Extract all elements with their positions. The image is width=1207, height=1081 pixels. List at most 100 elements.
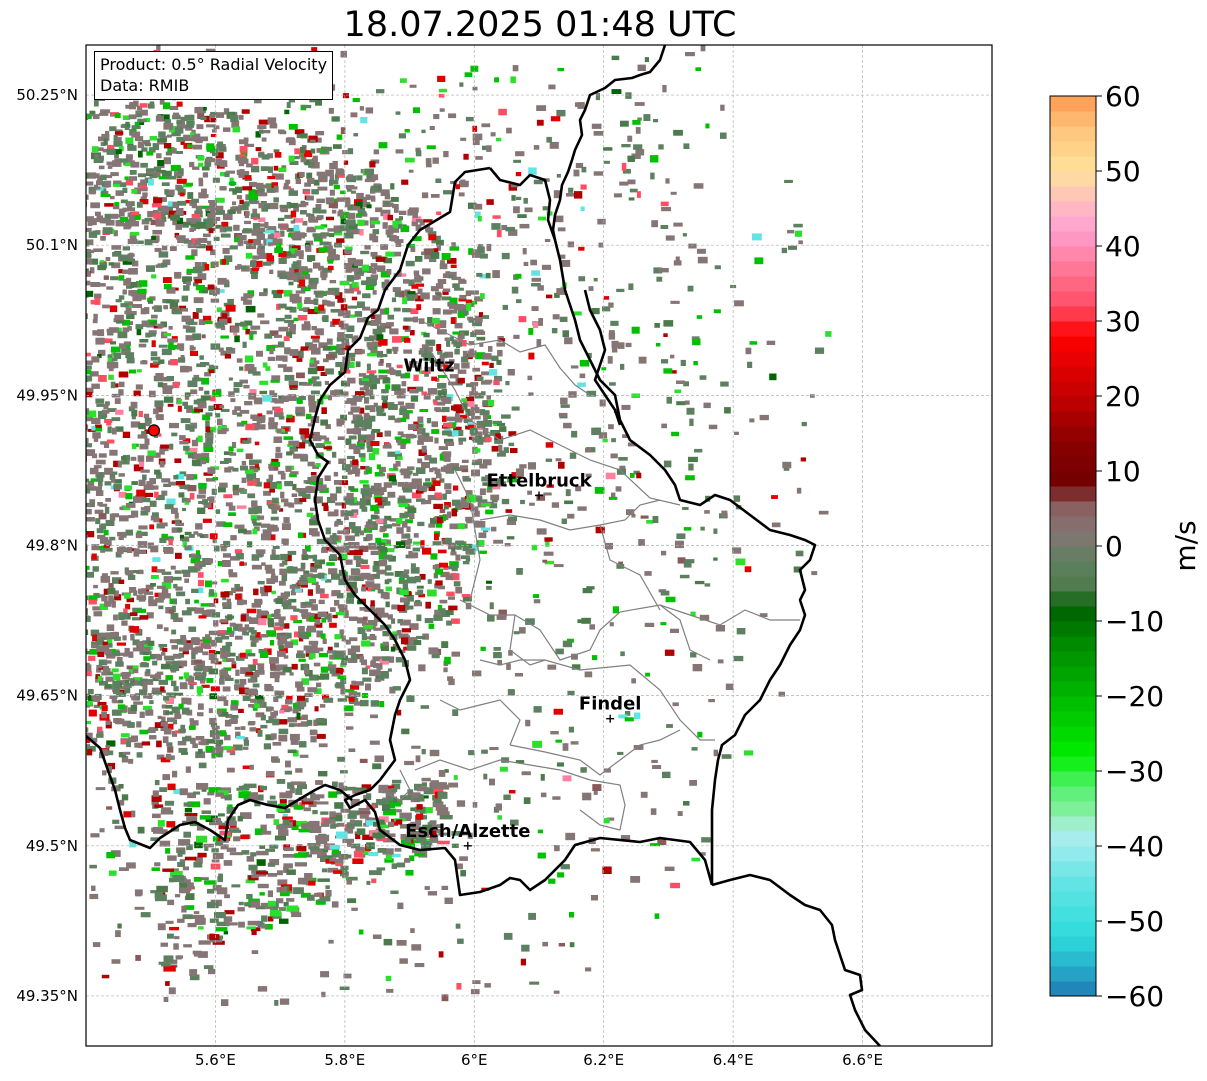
radar-pixel xyxy=(225,641,233,647)
radar-pixel xyxy=(493,389,503,393)
radar-pixel xyxy=(472,125,478,132)
radar-pixel xyxy=(482,459,492,466)
radar-pixel xyxy=(340,510,348,517)
radar-pixel xyxy=(195,205,203,212)
radar-pixel xyxy=(86,608,88,615)
radar-pixel xyxy=(628,283,634,290)
radar-pixel xyxy=(86,629,89,635)
radar-pixel xyxy=(365,107,374,114)
radar-pixel xyxy=(120,303,129,308)
radar-pixel xyxy=(198,587,204,593)
radar-pixel xyxy=(492,215,501,219)
radar-pixel xyxy=(202,499,209,505)
radar-pixel xyxy=(113,631,119,637)
radar-pixel xyxy=(92,453,98,459)
radar-pixel xyxy=(243,240,253,245)
radar-pixel xyxy=(183,134,193,142)
radar-pixel xyxy=(300,346,309,351)
radar-pixel xyxy=(505,226,515,232)
radar-pixel xyxy=(312,810,318,815)
radar-pixel xyxy=(395,450,401,454)
radar-pixel xyxy=(108,366,114,372)
radar-pixel xyxy=(279,998,290,1005)
radar-pixel xyxy=(332,160,338,164)
radar-pixel xyxy=(249,197,257,203)
radar-pixel xyxy=(157,382,163,388)
radar-pixel xyxy=(616,288,625,293)
radar-pixel xyxy=(395,460,401,467)
radar-pixel xyxy=(350,653,357,661)
radar-pixel xyxy=(116,319,125,324)
radar-pixel xyxy=(244,673,253,677)
radar-pixel xyxy=(149,101,155,106)
radar-pixel xyxy=(375,504,384,509)
radar-pixel xyxy=(536,494,546,501)
radar-pixel xyxy=(655,342,661,347)
radar-pixel xyxy=(236,412,243,417)
radar-pixel xyxy=(224,794,232,801)
radar-pixel xyxy=(169,959,178,964)
radar-pixel xyxy=(115,299,122,303)
radar-pixel xyxy=(333,480,343,485)
radar-pixel xyxy=(224,353,231,359)
radar-pixel xyxy=(367,534,373,541)
radar-pixel xyxy=(123,608,128,613)
radar-pixel xyxy=(415,150,422,157)
radar-pixel xyxy=(463,308,469,315)
radar-pixel xyxy=(149,478,156,485)
radar-pixel xyxy=(216,521,226,527)
radar-pixel xyxy=(92,634,97,642)
radar-pixel xyxy=(173,344,180,350)
radar-pixel xyxy=(142,640,150,644)
radar-pixel xyxy=(147,297,153,302)
radar-pixel xyxy=(138,422,146,430)
radar-pixel xyxy=(103,545,110,549)
radar-pixel xyxy=(237,156,248,164)
radar-pixel xyxy=(287,566,298,574)
radar-pixel xyxy=(422,268,431,275)
radar-pixel xyxy=(421,192,429,199)
radar-pixel xyxy=(361,693,369,699)
radar-pixel xyxy=(622,168,631,174)
radar-pixel xyxy=(360,699,369,707)
radar-pixel xyxy=(191,249,198,257)
radar-pixel xyxy=(800,457,806,462)
radar-pixel xyxy=(243,465,249,471)
radar-pixel xyxy=(134,679,139,685)
radar-pixel xyxy=(406,645,417,651)
radar-pixel xyxy=(263,490,271,496)
radar-pixel xyxy=(140,162,148,168)
radar-pixel xyxy=(457,369,467,374)
radar-pixel xyxy=(134,121,140,129)
radar-pixel xyxy=(300,210,307,215)
radar-pixel xyxy=(327,511,337,517)
radar-pixel xyxy=(498,444,503,452)
radar-pixel xyxy=(451,547,456,552)
radar-pixel xyxy=(223,255,233,262)
radar-pixel xyxy=(144,225,149,230)
radar-pixel xyxy=(161,588,169,594)
radar-pixel xyxy=(417,416,424,423)
radar-pixel xyxy=(139,729,149,735)
radar-pixel xyxy=(222,248,230,254)
radar-pixel xyxy=(236,209,242,214)
radar-pixel xyxy=(219,730,227,736)
radar-pixel xyxy=(553,564,564,568)
radar-pixel xyxy=(178,728,186,733)
radar-pixel xyxy=(191,135,200,142)
radar-pixel xyxy=(86,443,92,448)
radar-pixel xyxy=(120,158,128,163)
radar-pixel xyxy=(245,364,255,370)
radar-pixel xyxy=(449,309,457,314)
radar-pixel xyxy=(224,734,231,741)
radar-pixel xyxy=(367,519,373,525)
radar-pixel xyxy=(357,627,366,634)
radar-pixel xyxy=(257,313,265,318)
radar-pixel xyxy=(138,569,144,575)
radar-pixel xyxy=(529,502,535,506)
radar-pixel xyxy=(423,795,429,799)
radar-pixel xyxy=(99,681,109,686)
radar-pixel xyxy=(222,595,227,601)
radar-pixel xyxy=(355,446,361,450)
